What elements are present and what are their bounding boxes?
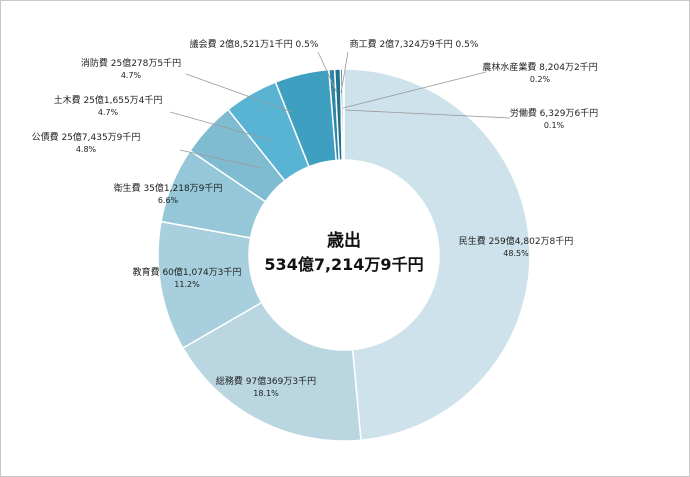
leader-line-土木費 [169, 111, 271, 141]
leader-line-公債費 [179, 149, 263, 169]
slice-label-消防費: 消防費 25億278万5千円 [81, 57, 181, 69]
leader-line-議会費 [317, 51, 338, 94]
slice-label-農林水産業費: 農林水産業費 8,204万2千円 [482, 61, 597, 73]
slice-label-公債費: 公債費 25億7,435万9千円 [32, 131, 141, 143]
slice-pct-労働費: 0.1% [544, 121, 565, 130]
slice-労働費 [342, 68, 345, 161]
slice-label-商工費: 商工費 2億7,324万9千円 0.5% [350, 38, 479, 50]
leader-line-農林水産業費 [342, 71, 487, 109]
slice-pct-農林水産業費: 0.2% [530, 75, 551, 84]
slice-pct-衛生費: 6.6% [158, 196, 179, 205]
slice-label-議会費: 議会費 2億8,521万1千円 0.5% [190, 38, 319, 50]
slice-label-民生費: 民生費 259億4,802万8千円 [459, 235, 574, 247]
slice-label-衛生費: 衛生費 35億1,218万9千円 [114, 182, 223, 194]
slice-pct-消防費: 4.7% [121, 71, 142, 80]
leader-line-商工費 [340, 51, 349, 94]
donut-slices [157, 68, 531, 442]
slice-label-教育費: 教育費 60億1,074万3千円 [133, 266, 242, 278]
leader-lines [169, 51, 511, 169]
center-total: 534億7,214万9千円 [264, 255, 423, 274]
slice-pct-総務費: 18.1% [253, 389, 279, 398]
slice-民生費 [343, 68, 531, 442]
slice-pct-土木費: 4.7% [98, 108, 119, 117]
slice-label-土木費: 土木費 25億1,655万4千円 [54, 94, 163, 106]
leader-line-消防費 [185, 73, 293, 113]
center-title: 歳出 [327, 230, 361, 251]
slice-label-総務費: 総務費 97億369万3千円 [216, 375, 316, 387]
slice-pct-教育費: 11.2% [174, 280, 200, 289]
slice-label-労働費: 労働費 6,329万6千円 [510, 107, 598, 119]
leader-line-労働費 [344, 109, 511, 119]
slice-pct-公債費: 4.8% [76, 145, 97, 154]
slice-総務費 [181, 301, 362, 442]
slice-pct-民生費: 48.5% [503, 249, 529, 258]
slice-labels: 民生費 259億4,802万8千円 48.5% 総務費 97億369万3千円 18.1… [32, 38, 599, 398]
